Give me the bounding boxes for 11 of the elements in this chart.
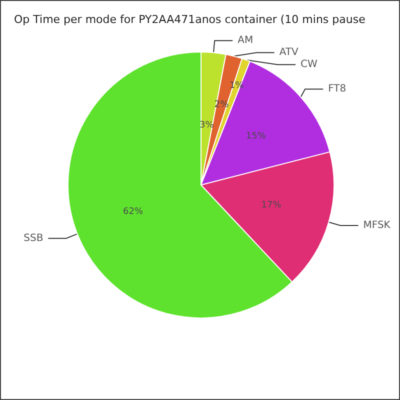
slice-label: AM (238, 35, 254, 46)
slice-label: MFSK (363, 220, 391, 231)
slice-label: FT8 (328, 84, 346, 95)
data-label: 62% (122, 206, 144, 217)
chart-title: Op Time per mode for PY2AA471anos container (10 mins pause (14, 13, 366, 26)
data-label: 15% (246, 132, 266, 142)
slice-label: CW (300, 59, 318, 70)
data-label: 17% (261, 200, 282, 210)
slice-label: ATV (279, 47, 299, 58)
data-label: 1% (229, 81, 244, 92)
slice-label: SSB (24, 232, 44, 244)
